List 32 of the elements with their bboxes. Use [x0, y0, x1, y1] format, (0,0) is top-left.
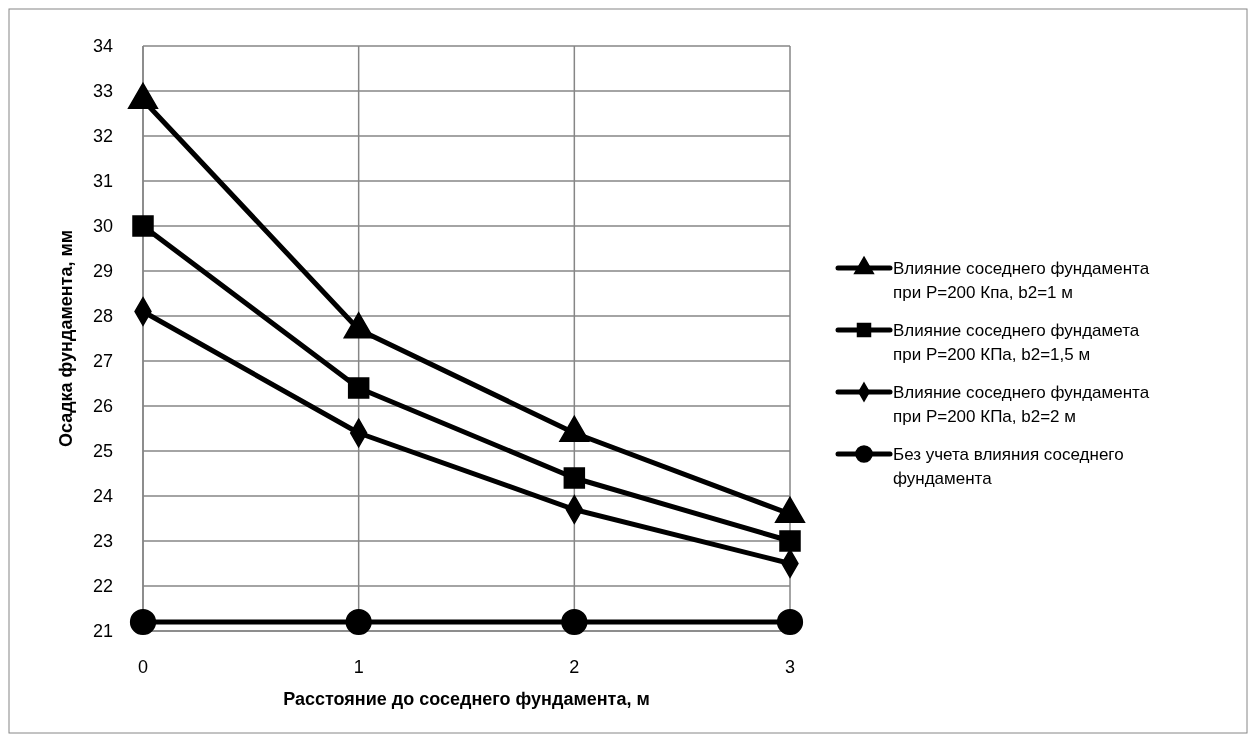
legend-label: Без учета влияния соседнего фундамента — [893, 444, 1124, 488]
y-tick-label: 34 — [92, 36, 113, 57]
x-axis-title: Расстояние до соседнего фундамента, м — [283, 689, 650, 709]
x-tick-label: 1 — [353, 657, 364, 677]
y-tick-label: 27 — [92, 351, 113, 372]
y-tick-label: 33 — [92, 81, 113, 102]
y-tick-label: 29 — [92, 261, 113, 282]
point — [779, 530, 801, 552]
point — [132, 215, 154, 237]
point — [345, 608, 372, 636]
point — [563, 467, 586, 489]
legend-label: Влияние соседнего фундамента при P=200 КПа, b2=2 м — [893, 382, 1150, 426]
y-tick-label: 32 — [92, 126, 113, 147]
point — [776, 608, 804, 636]
point — [129, 608, 157, 636]
y-tick-label: 21 — [92, 621, 113, 642]
x-tick-label: 2 — [569, 657, 580, 677]
x-tick-label: 0 — [137, 657, 149, 677]
y-tick-label: 23 — [92, 531, 113, 552]
x-tick-label: 3 — [784, 657, 796, 677]
y-tick-label: 30 — [92, 216, 113, 237]
point — [347, 377, 370, 399]
legend-label: Влияние соседнего фундамета при P=200 КПа, b2=1,5 м — [893, 320, 1140, 364]
y-tick-label: 22 — [92, 576, 113, 597]
point — [561, 608, 588, 636]
legend-label: Влияние соседнего фундамента при P=200 Кпа, b2=1 м — [893, 258, 1150, 302]
y-axis-title: Осадка фундамента, мм — [56, 229, 76, 448]
y-tick-label: 28 — [92, 306, 113, 327]
y-tick-label: 24 — [92, 486, 113, 507]
y-tick-label: 31 — [92, 171, 113, 192]
y-tick-label: 25 — [92, 441, 113, 462]
y-tick-label: 26 — [92, 396, 113, 417]
